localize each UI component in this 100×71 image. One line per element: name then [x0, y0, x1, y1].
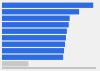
- bars: [2, 3, 93, 67]
- bar: [2, 22, 69, 27]
- bar: [2, 29, 67, 34]
- chart: [0, 0, 100, 71]
- bar: [2, 16, 70, 21]
- chart-container: [0, 0, 100, 71]
- bar: [2, 3, 93, 8]
- bar: [2, 42, 65, 47]
- bar: [2, 35, 66, 40]
- bar: [2, 48, 64, 53]
- x-axis-line: [2, 68, 96, 69]
- bar: [2, 61, 28, 66]
- bar: [2, 55, 63, 60]
- bar: [2, 9, 79, 14]
